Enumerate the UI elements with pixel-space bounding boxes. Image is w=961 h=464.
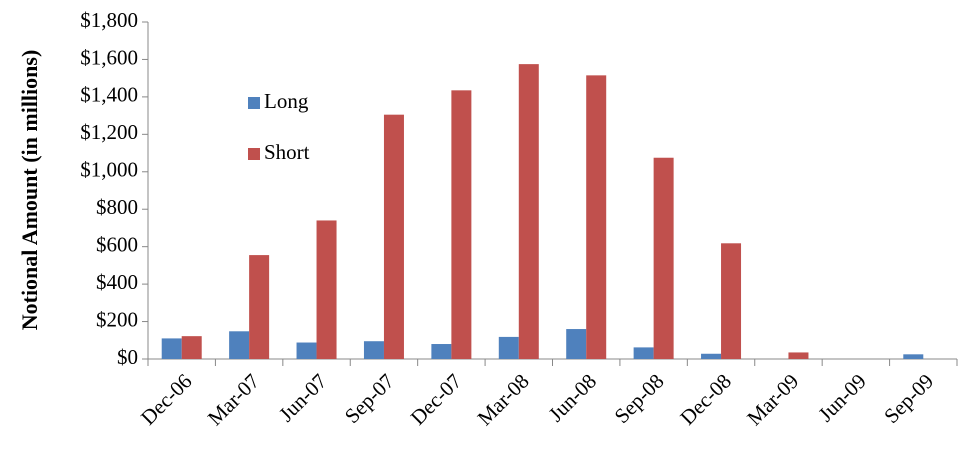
bar xyxy=(586,75,607,359)
x-tick-label: Dec-07 xyxy=(406,369,467,430)
y-tick-label: $1,600 xyxy=(80,45,138,69)
bar xyxy=(498,336,519,359)
bar xyxy=(383,114,404,359)
bar xyxy=(316,220,337,359)
legend-swatch xyxy=(248,97,260,109)
bar xyxy=(161,338,182,359)
y-tick-label: $800 xyxy=(96,195,138,219)
y-tick-label: $400 xyxy=(96,270,138,294)
bar xyxy=(903,354,924,359)
x-tick-label: Dec-08 xyxy=(675,369,736,430)
bar xyxy=(566,329,587,359)
bar xyxy=(788,352,809,359)
bar xyxy=(363,341,384,359)
x-tick-label: Mar-07 xyxy=(203,369,264,430)
bar xyxy=(229,331,250,359)
legend-swatch xyxy=(248,148,260,160)
y-tick-label: $600 xyxy=(96,232,138,256)
x-tick-label: Jun-07 xyxy=(274,369,331,426)
y-tick-label: $200 xyxy=(96,307,138,331)
x-tick-label: Dec-06 xyxy=(136,369,197,430)
x-tick-label: Sep-09 xyxy=(879,369,938,428)
bar xyxy=(249,255,270,359)
y-tick-label: $0 xyxy=(117,345,138,369)
x-tick-label: Jun-08 xyxy=(544,369,601,426)
bar xyxy=(431,344,452,359)
legend-label: Short xyxy=(264,140,310,164)
y-tick-label: $1,800 xyxy=(80,8,138,32)
legend-label: Long xyxy=(264,89,309,113)
bar xyxy=(451,90,472,359)
bar xyxy=(701,353,722,359)
bar xyxy=(653,157,674,359)
x-tick-label: Mar-08 xyxy=(473,369,534,430)
y-tick-label: $1,200 xyxy=(80,120,138,144)
x-tick-label: Mar-09 xyxy=(742,369,803,430)
x-tick-label: Jun-09 xyxy=(813,369,870,426)
x-tick-label: Sep-07 xyxy=(340,369,399,428)
bar xyxy=(721,243,742,359)
y-tick-label: $1,400 xyxy=(80,83,138,107)
bar xyxy=(518,64,539,359)
bar xyxy=(296,342,317,359)
bar xyxy=(633,347,654,359)
y-axis-label: Notional Amount (in millions) xyxy=(17,50,42,331)
y-tick-label: $1,000 xyxy=(80,158,138,182)
bar xyxy=(181,336,202,359)
x-tick-label: Sep-08 xyxy=(610,369,669,428)
